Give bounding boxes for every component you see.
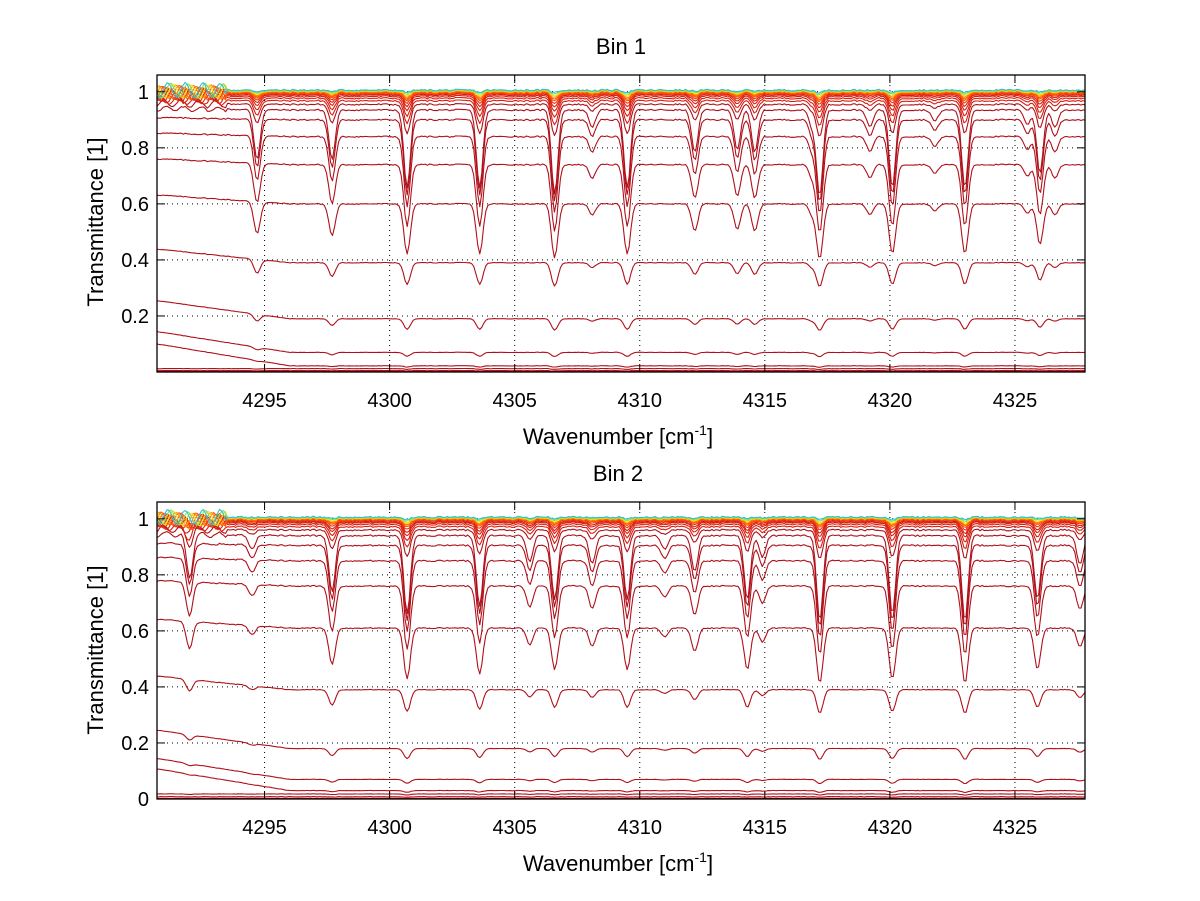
axes-frame	[156, 501, 1086, 800]
series-line	[157, 796, 1085, 798]
x-axis-label: Wavenumber [cm-1]	[523, 422, 713, 449]
series-line	[157, 758, 1085, 785]
y-tick-label: 0.8	[121, 565, 149, 587]
series-line	[157, 542, 1085, 625]
subplot-bin-2: Bin 2 4295 4300 4305 4310 4315 4320 4325 00.20…	[83, 461, 1086, 876]
x-axis-label-text: Wavenumber [cm	[523, 424, 695, 449]
series-line	[157, 768, 1085, 793]
plot-title: Bin 2	[593, 461, 643, 486]
series-line	[157, 618, 1085, 682]
x-axis-label: Wavenumber [cm-1]	[523, 849, 713, 876]
series-line	[157, 514, 1085, 535]
series-line	[157, 675, 1085, 713]
plot-title: Bin 1	[596, 34, 646, 59]
series-line	[157, 524, 1085, 559]
y-tick-label: 0.8	[121, 138, 149, 160]
y-tick-label: 0.4	[121, 250, 149, 272]
series-line	[157, 556, 1085, 636]
series-line	[157, 369, 1085, 372]
y-tick-label: 0.2	[121, 306, 149, 328]
series-lines	[157, 81, 1085, 372]
x-axis-label-suffix: ]	[707, 424, 713, 449]
series-line	[157, 86, 1085, 105]
x-tick-label: 4325	[993, 817, 1038, 839]
series-line	[157, 81, 1085, 99]
series-line	[157, 512, 1085, 531]
y-ticks: 0 0.2 0.4 0.6 0.8 1	[121, 509, 1085, 811]
y-tick-label: 0.2	[121, 733, 149, 755]
y-axis-label: Transmittance [1]	[83, 137, 108, 306]
x-axis-label-superscript: -1	[695, 849, 708, 865]
y-axis-label: Transmittance [1]	[83, 565, 108, 734]
x-tick-label: 4315	[743, 390, 788, 412]
x-tick-label: 4320	[868, 390, 913, 412]
series-line	[157, 579, 1085, 653]
x-tick-label: 4320	[868, 817, 913, 839]
series-lines	[157, 508, 1085, 799]
x-ticks: 4295 4300 4305 4310 4315 4320 4325	[242, 75, 1037, 412]
y-tick-label: 0.4	[121, 677, 149, 699]
y-tick-label: 0	[138, 789, 149, 811]
series-line	[157, 95, 1085, 126]
x-tick-label: 4295	[242, 390, 287, 412]
x-tick-label: 4305	[492, 390, 537, 412]
series-line	[157, 520, 1085, 549]
series-line	[157, 90, 1085, 113]
axes-frame	[156, 74, 1086, 373]
y-tick-label: 1	[138, 509, 149, 531]
series-line	[157, 116, 1085, 202]
y-ticks: 0.2 0.4 0.6 0.8 1	[121, 82, 1085, 328]
series-line	[157, 83, 1085, 100]
series-line	[157, 98, 1085, 137]
x-tick-label: 4315	[743, 817, 788, 839]
series-line	[157, 367, 1085, 371]
x-ticks: 4295 4300 4305 4310 4315 4320 4325	[242, 502, 1037, 839]
series-line	[157, 508, 1085, 526]
x-axis-label-text: Wavenumber [cm	[523, 851, 695, 876]
x-tick-label: 4300	[367, 817, 412, 839]
x-tick-label: 4305	[492, 817, 537, 839]
series-line	[157, 248, 1085, 287]
x-tick-label: 4310	[618, 390, 663, 412]
y-tick-label: 1	[138, 82, 149, 104]
series-line	[157, 300, 1085, 331]
series-line	[157, 92, 1085, 119]
series-line	[157, 343, 1085, 368]
y-tick-label: 0.6	[121, 194, 149, 216]
series-line	[157, 531, 1085, 618]
series-line	[157, 82, 1085, 99]
series-line	[157, 88, 1085, 109]
x-axis-label-suffix: ]	[707, 851, 713, 876]
x-tick-label: 4310	[618, 817, 663, 839]
series-line	[157, 132, 1085, 213]
series-line	[157, 793, 1085, 796]
x-tick-label: 4300	[367, 390, 412, 412]
series-line	[157, 331, 1085, 358]
series-line	[157, 516, 1085, 538]
series-line	[157, 729, 1085, 760]
series-line	[157, 194, 1085, 259]
y-tick-label: 0.6	[121, 621, 149, 643]
x-axis-label-superscript: -1	[695, 422, 708, 438]
x-tick-label: 4325	[993, 390, 1038, 412]
subplot-bin-1: Bin 1 4295 4300 4305 4310 4315 4320 4325 0.20.…	[83, 34, 1086, 449]
series-line	[157, 84, 1085, 101]
series-line	[157, 105, 1085, 195]
series-line	[157, 518, 1085, 543]
x-tick-label: 4295	[242, 817, 287, 839]
series-line	[157, 158, 1085, 232]
